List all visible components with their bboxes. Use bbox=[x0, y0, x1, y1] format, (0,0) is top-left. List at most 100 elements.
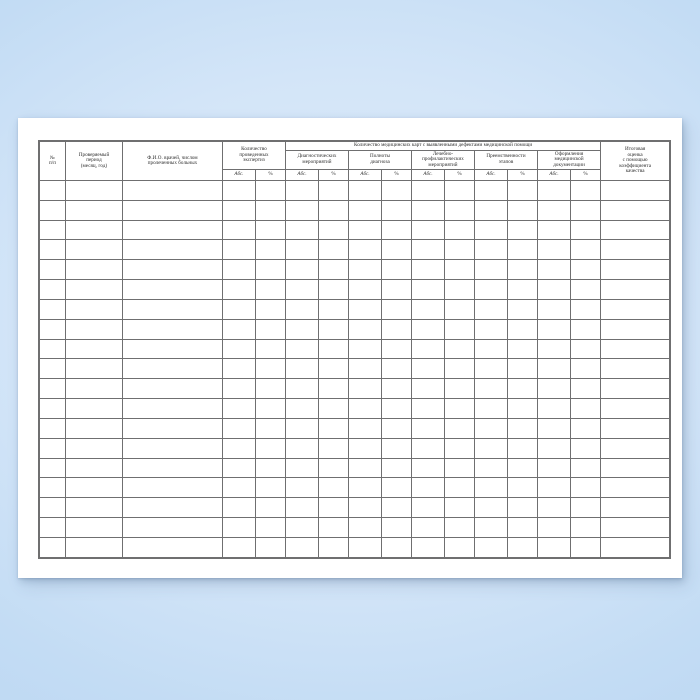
table-row[interactable] bbox=[39, 318, 671, 340]
table-cell[interactable] bbox=[537, 378, 572, 400]
table-cell[interactable] bbox=[318, 199, 350, 221]
table-cell[interactable] bbox=[39, 318, 66, 340]
table-row[interactable] bbox=[39, 417, 671, 439]
table-cell[interactable] bbox=[285, 219, 320, 241]
table-cell[interactable] bbox=[381, 477, 413, 499]
table-cell[interactable] bbox=[65, 338, 123, 360]
table-cell[interactable] bbox=[474, 318, 509, 340]
table-cell[interactable] bbox=[444, 398, 476, 419]
table-cell[interactable] bbox=[318, 259, 350, 281]
table-cell[interactable] bbox=[600, 497, 671, 519]
table-cell[interactable] bbox=[507, 358, 539, 380]
table-cell[interactable] bbox=[254, 318, 287, 340]
table-cell[interactable] bbox=[285, 457, 320, 479]
table-cell[interactable] bbox=[65, 298, 123, 320]
table-cell[interactable] bbox=[570, 417, 602, 439]
table-cell[interactable] bbox=[39, 398, 66, 419]
table-cell[interactable] bbox=[39, 180, 66, 201]
table-cell[interactable] bbox=[65, 398, 123, 419]
table-cell[interactable] bbox=[537, 417, 572, 439]
table-cell[interactable] bbox=[381, 437, 413, 459]
table-cell[interactable] bbox=[39, 378, 66, 400]
table-cell[interactable] bbox=[318, 358, 350, 380]
table-cell[interactable] bbox=[381, 318, 413, 340]
table-cell[interactable] bbox=[348, 517, 383, 538]
table-cell[interactable] bbox=[122, 298, 223, 320]
table-cell[interactable] bbox=[381, 417, 413, 439]
table-cell[interactable] bbox=[411, 477, 446, 499]
table-cell[interactable] bbox=[537, 318, 572, 340]
table-cell[interactable] bbox=[537, 457, 572, 479]
table-cell[interactable] bbox=[411, 517, 446, 538]
table-cell[interactable] bbox=[318, 378, 350, 400]
table-row[interactable] bbox=[39, 358, 671, 380]
table-cell[interactable] bbox=[39, 338, 66, 360]
table-cell[interactable] bbox=[411, 318, 446, 340]
table-cell[interactable] bbox=[507, 219, 539, 241]
table-cell[interactable] bbox=[122, 199, 223, 221]
table-cell[interactable] bbox=[254, 219, 287, 241]
table-cell[interactable] bbox=[411, 536, 446, 559]
table-cell[interactable] bbox=[65, 239, 123, 261]
table-cell[interactable] bbox=[318, 239, 350, 261]
table-cell[interactable] bbox=[411, 497, 446, 519]
table-cell[interactable] bbox=[411, 437, 446, 459]
table-cell[interactable] bbox=[570, 199, 602, 221]
table-row[interactable] bbox=[39, 298, 671, 320]
table-cell[interactable] bbox=[348, 199, 383, 221]
table-cell[interactable] bbox=[537, 536, 572, 559]
table-cell[interactable] bbox=[507, 517, 539, 538]
table-cell[interactable] bbox=[570, 358, 602, 380]
table-cell[interactable] bbox=[122, 398, 223, 419]
table-cell[interactable] bbox=[222, 298, 256, 320]
table-row[interactable] bbox=[39, 398, 671, 419]
table-cell[interactable] bbox=[381, 398, 413, 419]
table-cell[interactable] bbox=[65, 457, 123, 479]
table-row[interactable] bbox=[39, 477, 671, 499]
table-cell[interactable] bbox=[444, 199, 476, 221]
table-cell[interactable] bbox=[122, 497, 223, 519]
table-cell[interactable] bbox=[507, 318, 539, 340]
table-cell[interactable] bbox=[444, 239, 476, 261]
table-cell[interactable] bbox=[474, 497, 509, 519]
table-cell[interactable] bbox=[285, 536, 320, 559]
table-cell[interactable] bbox=[318, 398, 350, 419]
table-cell[interactable] bbox=[537, 239, 572, 261]
table-cell[interactable] bbox=[285, 259, 320, 281]
table-cell[interactable] bbox=[444, 477, 476, 499]
table-cell[interactable] bbox=[381, 298, 413, 320]
table-cell[interactable] bbox=[411, 180, 446, 201]
table-cell[interactable] bbox=[39, 279, 66, 300]
table-cell[interactable] bbox=[222, 536, 256, 559]
table-row[interactable] bbox=[39, 536, 671, 559]
table-cell[interactable] bbox=[65, 318, 123, 340]
table-cell[interactable] bbox=[318, 437, 350, 459]
table-cell[interactable] bbox=[39, 437, 66, 459]
table-cell[interactable] bbox=[600, 298, 671, 320]
table-cell[interactable] bbox=[222, 219, 256, 241]
table-cell[interactable] bbox=[65, 536, 123, 559]
table-cell[interactable] bbox=[600, 517, 671, 538]
table-cell[interactable] bbox=[600, 536, 671, 559]
table-cell[interactable] bbox=[507, 497, 539, 519]
table-cell[interactable] bbox=[474, 259, 509, 281]
table-cell[interactable] bbox=[222, 338, 256, 360]
table-cell[interactable] bbox=[600, 417, 671, 439]
table-cell[interactable] bbox=[122, 457, 223, 479]
table-cell[interactable] bbox=[348, 298, 383, 320]
table-cell[interactable] bbox=[444, 437, 476, 459]
table-cell[interactable] bbox=[222, 180, 256, 201]
table-cell[interactable] bbox=[474, 180, 509, 201]
table-cell[interactable] bbox=[411, 457, 446, 479]
table-cell[interactable] bbox=[444, 298, 476, 320]
table-cell[interactable] bbox=[570, 318, 602, 340]
table-cell[interactable] bbox=[65, 378, 123, 400]
table-cell[interactable] bbox=[65, 437, 123, 459]
table-cell[interactable] bbox=[381, 457, 413, 479]
table-cell[interactable] bbox=[411, 279, 446, 300]
table-cell[interactable] bbox=[444, 219, 476, 241]
table-cell[interactable] bbox=[411, 298, 446, 320]
table-cell[interactable] bbox=[285, 298, 320, 320]
table-row[interactable] bbox=[39, 378, 671, 400]
table-cell[interactable] bbox=[507, 298, 539, 320]
